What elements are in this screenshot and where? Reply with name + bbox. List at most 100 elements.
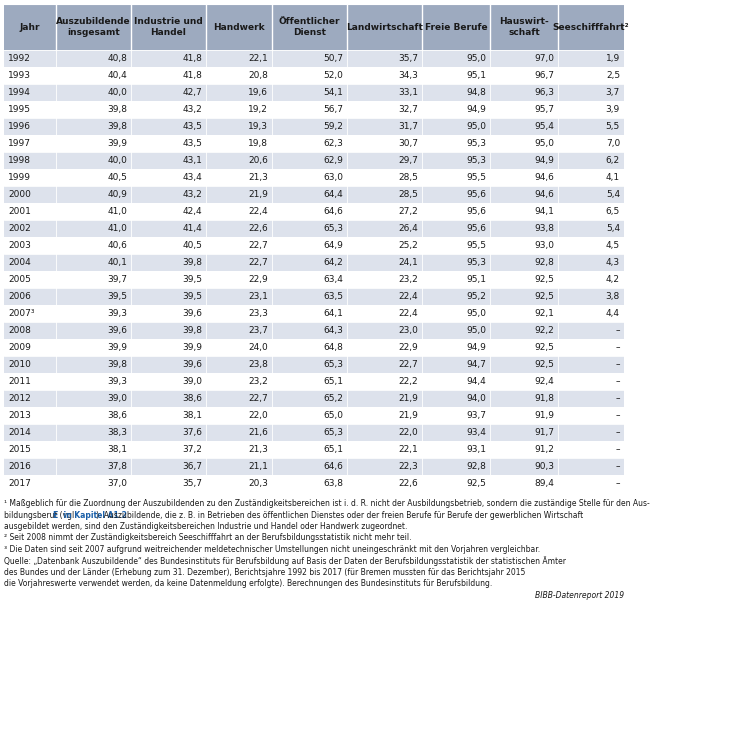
Text: Freie Berufe: Freie Berufe <box>425 23 488 32</box>
Text: 3,9: 3,9 <box>606 105 620 114</box>
Text: 2,5: 2,5 <box>606 71 620 80</box>
Text: 96,3: 96,3 <box>534 88 554 97</box>
Text: 2017: 2017 <box>8 479 31 488</box>
Text: 64,1: 64,1 <box>323 309 343 318</box>
Text: 94,1: 94,1 <box>534 207 554 216</box>
Text: 2003: 2003 <box>8 241 31 250</box>
Text: Industrie und
Handel: Industrie und Handel <box>134 17 203 37</box>
Text: 95,4: 95,4 <box>534 122 554 131</box>
Text: 2004: 2004 <box>8 258 31 267</box>
Text: 65,2: 65,2 <box>323 394 343 403</box>
Text: 2007³: 2007³ <box>8 309 34 318</box>
Text: 22,0: 22,0 <box>248 411 268 420</box>
Text: 39,6: 39,6 <box>182 309 202 318</box>
Text: 22,1: 22,1 <box>248 54 268 63</box>
Text: 64,9: 64,9 <box>323 241 343 250</box>
Bar <box>4 475 624 492</box>
Text: 63,5: 63,5 <box>323 292 343 301</box>
Text: 40,5: 40,5 <box>182 241 202 250</box>
Text: 41,4: 41,4 <box>182 224 202 233</box>
Text: 40,9: 40,9 <box>107 190 127 199</box>
Text: –: – <box>615 360 620 369</box>
Text: 4,1: 4,1 <box>606 173 620 182</box>
Text: 52,0: 52,0 <box>323 71 343 80</box>
Text: 2005: 2005 <box>8 275 31 284</box>
Text: –: – <box>615 394 620 403</box>
Text: 43,2: 43,2 <box>182 190 202 199</box>
Text: 95,3: 95,3 <box>466 156 486 165</box>
Text: 39,3: 39,3 <box>107 377 127 386</box>
Text: 37,0: 37,0 <box>107 479 127 488</box>
Text: 43,2: 43,2 <box>182 105 202 114</box>
Bar <box>4 4 624 50</box>
Bar <box>4 67 624 84</box>
Bar <box>4 288 624 305</box>
Bar <box>4 169 624 186</box>
Text: Quelle: „Datenbank Auszubildende“ des Bundesinstituts für Berufsbildung auf Basi: Quelle: „Datenbank Auszubildende“ des Bu… <box>4 556 566 566</box>
Text: bildungsberuf (vgl.: bildungsberuf (vgl. <box>4 510 79 519</box>
Text: 25,2: 25,2 <box>399 241 418 250</box>
Text: 64,2: 64,2 <box>323 258 343 267</box>
Text: 1,9: 1,9 <box>606 54 620 63</box>
Text: 2011: 2011 <box>8 377 31 386</box>
Text: –: – <box>615 343 620 352</box>
Text: 65,1: 65,1 <box>323 377 343 386</box>
Text: 40,4: 40,4 <box>107 71 127 80</box>
Text: 1999: 1999 <box>8 173 31 182</box>
Text: 36,7: 36,7 <box>182 462 202 471</box>
Text: 43,5: 43,5 <box>182 139 202 148</box>
Bar <box>4 305 624 322</box>
Text: 40,0: 40,0 <box>107 88 127 97</box>
Bar <box>4 271 624 288</box>
Text: 28,5: 28,5 <box>398 173 418 182</box>
Bar <box>4 84 624 101</box>
Text: 65,3: 65,3 <box>323 360 343 369</box>
Text: 26,4: 26,4 <box>399 224 418 233</box>
Text: 91,8: 91,8 <box>534 394 554 403</box>
Text: 89,4: 89,4 <box>534 479 554 488</box>
Text: 65,3: 65,3 <box>323 224 343 233</box>
Text: 40,6: 40,6 <box>107 241 127 250</box>
Text: 1998: 1998 <box>8 156 31 165</box>
Bar <box>4 322 624 339</box>
Bar <box>4 356 624 373</box>
Text: 22,9: 22,9 <box>399 343 418 352</box>
Text: 20,6: 20,6 <box>248 156 268 165</box>
Text: 94,7: 94,7 <box>466 360 486 369</box>
Text: 28,5: 28,5 <box>398 190 418 199</box>
Text: 4,3: 4,3 <box>606 258 620 267</box>
Text: 94,9: 94,9 <box>534 156 554 165</box>
Text: 23,3: 23,3 <box>248 309 268 318</box>
Text: 43,1: 43,1 <box>182 156 202 165</box>
Text: 2006: 2006 <box>8 292 31 301</box>
Text: 93,7: 93,7 <box>466 411 486 420</box>
Text: 63,0: 63,0 <box>323 173 343 182</box>
Text: 19,3: 19,3 <box>248 122 268 131</box>
Bar <box>4 152 624 169</box>
Text: 1993: 1993 <box>8 71 31 80</box>
Text: 92,2: 92,2 <box>534 326 554 335</box>
Text: –: – <box>615 428 620 437</box>
Bar <box>4 441 624 458</box>
Text: 39,8: 39,8 <box>182 258 202 267</box>
Text: 94,9: 94,9 <box>466 105 486 114</box>
Text: 2009: 2009 <box>8 343 31 352</box>
Text: –: – <box>615 462 620 471</box>
Text: 43,4: 43,4 <box>182 173 202 182</box>
Bar <box>4 118 624 135</box>
Text: 23,2: 23,2 <box>399 275 418 284</box>
Text: 6,5: 6,5 <box>606 207 620 216</box>
Text: 2008: 2008 <box>8 326 31 335</box>
Text: ). Auszubildende, die z. B. in Betrieben des öffentlichen Dienstes oder der frei: ). Auszubildende, die z. B. in Betrieben… <box>96 510 583 519</box>
Text: 19,2: 19,2 <box>248 105 268 114</box>
Text: –: – <box>615 411 620 420</box>
Text: 64,6: 64,6 <box>323 207 343 216</box>
Text: Jahr: Jahr <box>20 23 40 32</box>
Text: 90,3: 90,3 <box>534 462 554 471</box>
Text: –: – <box>615 479 620 488</box>
Text: 92,8: 92,8 <box>466 462 486 471</box>
Text: 94,6: 94,6 <box>534 173 554 182</box>
Text: 4,5: 4,5 <box>606 241 620 250</box>
Text: 7,0: 7,0 <box>606 139 620 148</box>
Text: 20,8: 20,8 <box>248 71 268 80</box>
